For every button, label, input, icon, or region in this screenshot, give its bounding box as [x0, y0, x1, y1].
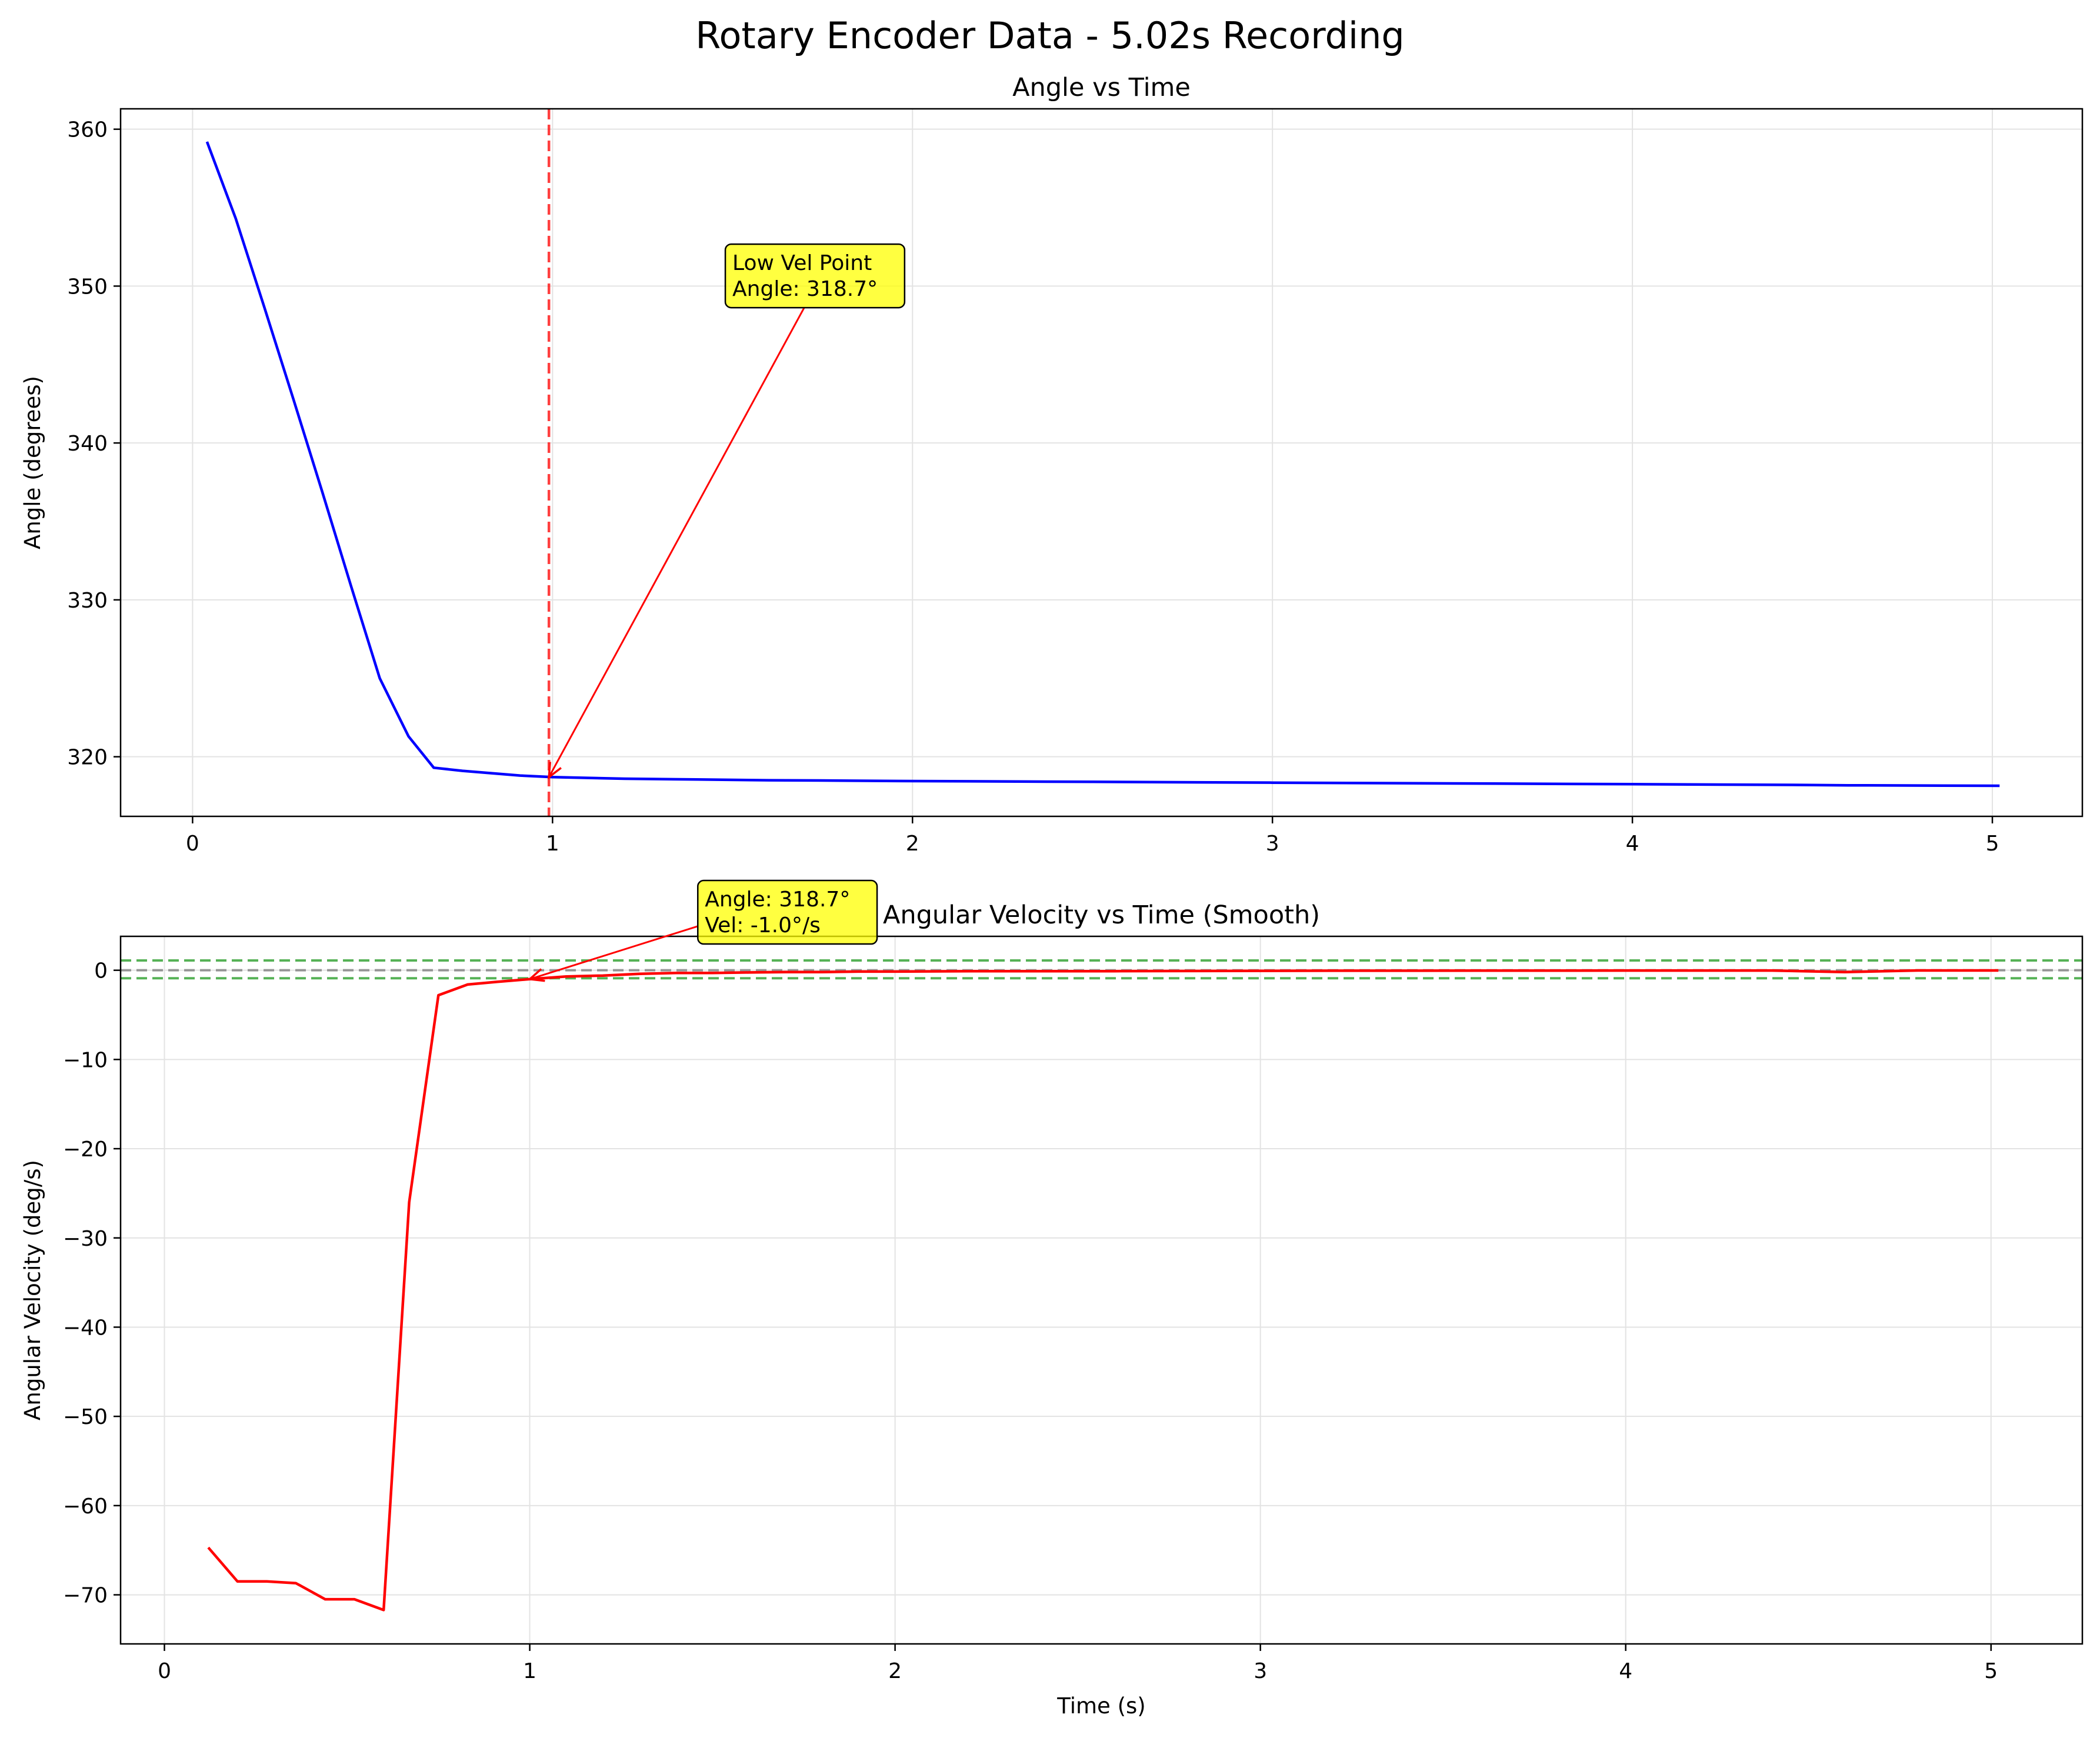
- y-tick-label: −30: [63, 1227, 108, 1251]
- y-tick-label: −20: [63, 1137, 108, 1162]
- y-tick-label: 320: [67, 746, 108, 770]
- y-axis-label: Angle (degrees): [20, 376, 45, 549]
- y-tick-label: −60: [63, 1495, 108, 1519]
- x-tick-label: 4: [1626, 832, 1639, 856]
- y-tick-label: 0: [94, 959, 108, 983]
- y-tick-label: −40: [63, 1316, 108, 1340]
- y-tick-label: 350: [67, 275, 108, 299]
- y-tick-label: 330: [67, 589, 108, 613]
- velocity-chart: 0 1 2 3 4 5 0 −10 −20 −30 −40 −50 −60 −70 Angular Velo…: [20, 879, 2084, 1719]
- annotation-text: Angle: 318.7°: [732, 277, 878, 301]
- series-line: [207, 969, 1999, 1612]
- annotation-arrow: [548, 307, 805, 778]
- annotation-box: [724, 243, 906, 309]
- y-tick-label: −10: [63, 1048, 108, 1072]
- x-tick-label: 5: [1984, 1659, 1998, 1683]
- y-tick-label: −70: [63, 1584, 108, 1608]
- figure-suptitle: Rotary Encoder Data - 5.02s Recording: [695, 14, 1405, 57]
- chart-title: Angular Velocity vs Time (Smooth): [883, 900, 1320, 930]
- y-axis-label: Angular Velocity (deg/s): [20, 1160, 45, 1420]
- x-axis-label: Time (s): [1056, 1693, 1145, 1719]
- axes-frame: [119, 108, 2084, 818]
- series-line: [205, 141, 2000, 788]
- x-tick-label: 3: [1266, 832, 1279, 856]
- y-tick-label: 340: [67, 432, 108, 456]
- x-tick-label: 2: [888, 1659, 902, 1683]
- angle-chart: 0 1 2 3 4 5 320 330 340 350 360 Angle vs Time Angle …: [20, 73, 2084, 856]
- x-tick-label: 0: [186, 832, 199, 856]
- y-tick-label: −50: [63, 1405, 108, 1429]
- x-tick-label: 2: [906, 832, 919, 856]
- x-tick-label: 4: [1619, 1659, 1632, 1683]
- x-tick-label: 1: [546, 832, 559, 856]
- y-tick-label: 360: [67, 118, 108, 142]
- annotation-text: Vel: -1.0°/s: [705, 913, 821, 938]
- x-tick-label: 3: [1254, 1659, 1267, 1683]
- annotation-box: [696, 879, 878, 945]
- annotation-arrow: [529, 925, 698, 980]
- chart-title: Angle vs Time: [1012, 73, 1191, 102]
- axes-frame: [119, 935, 2084, 1645]
- x-tick-label: 1: [523, 1659, 536, 1683]
- annotation-arrowhead: [548, 762, 562, 780]
- x-tick-label: 5: [1986, 832, 1999, 856]
- annotation-arrowhead: [527, 968, 545, 982]
- annotation-text: Low Vel Point: [732, 251, 872, 275]
- annotation-text: Angle: 318.7°: [705, 888, 850, 912]
- x-tick-label: 0: [158, 1659, 171, 1683]
